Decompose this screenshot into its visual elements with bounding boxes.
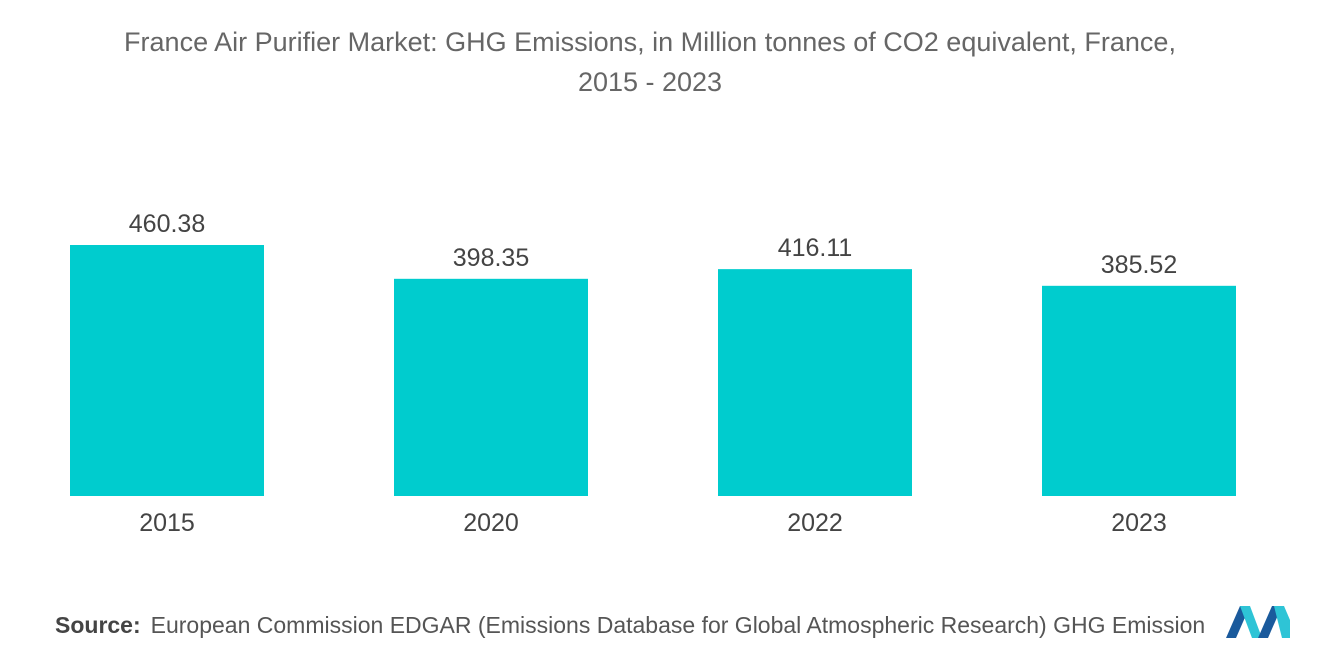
x-tick-2022: 2022	[787, 509, 843, 537]
data-label-2020: 398.35	[453, 244, 529, 272]
source-text: European Commission EDGAR (Emissions Dat…	[150, 612, 1206, 638]
chart-title: France Air Purifier Market: GHG Emission…	[0, 22, 1300, 102]
x-tick-2020: 2020	[463, 509, 519, 537]
bar-2023	[1042, 285, 1236, 496]
data-label-2022: 416.11	[778, 234, 853, 262]
data-label-2015: 460.38	[129, 210, 205, 238]
bar-2020	[394, 278, 588, 496]
chart-title-line-2: 2015 - 2023	[577, 67, 723, 97]
bar-chart: 460.38 2015 398.35 2020 416.11 2022 385.52 2023	[70, 210, 1236, 537]
source-note: Source: European Commission EDGAR (Emissi…	[55, 612, 1205, 639]
x-tick-2023: 2023	[1111, 509, 1167, 537]
source-label: Source:	[55, 612, 141, 638]
data-label-2023: 385.52	[1101, 251, 1177, 279]
mordor-logo-icon	[1222, 600, 1294, 640]
chart-title-line-1: France Air Purifier Market: GHG Emission…	[124, 27, 1176, 57]
x-tick-2015: 2015	[139, 509, 195, 537]
bar-2015	[70, 245, 264, 496]
bar-2022	[718, 269, 912, 496]
